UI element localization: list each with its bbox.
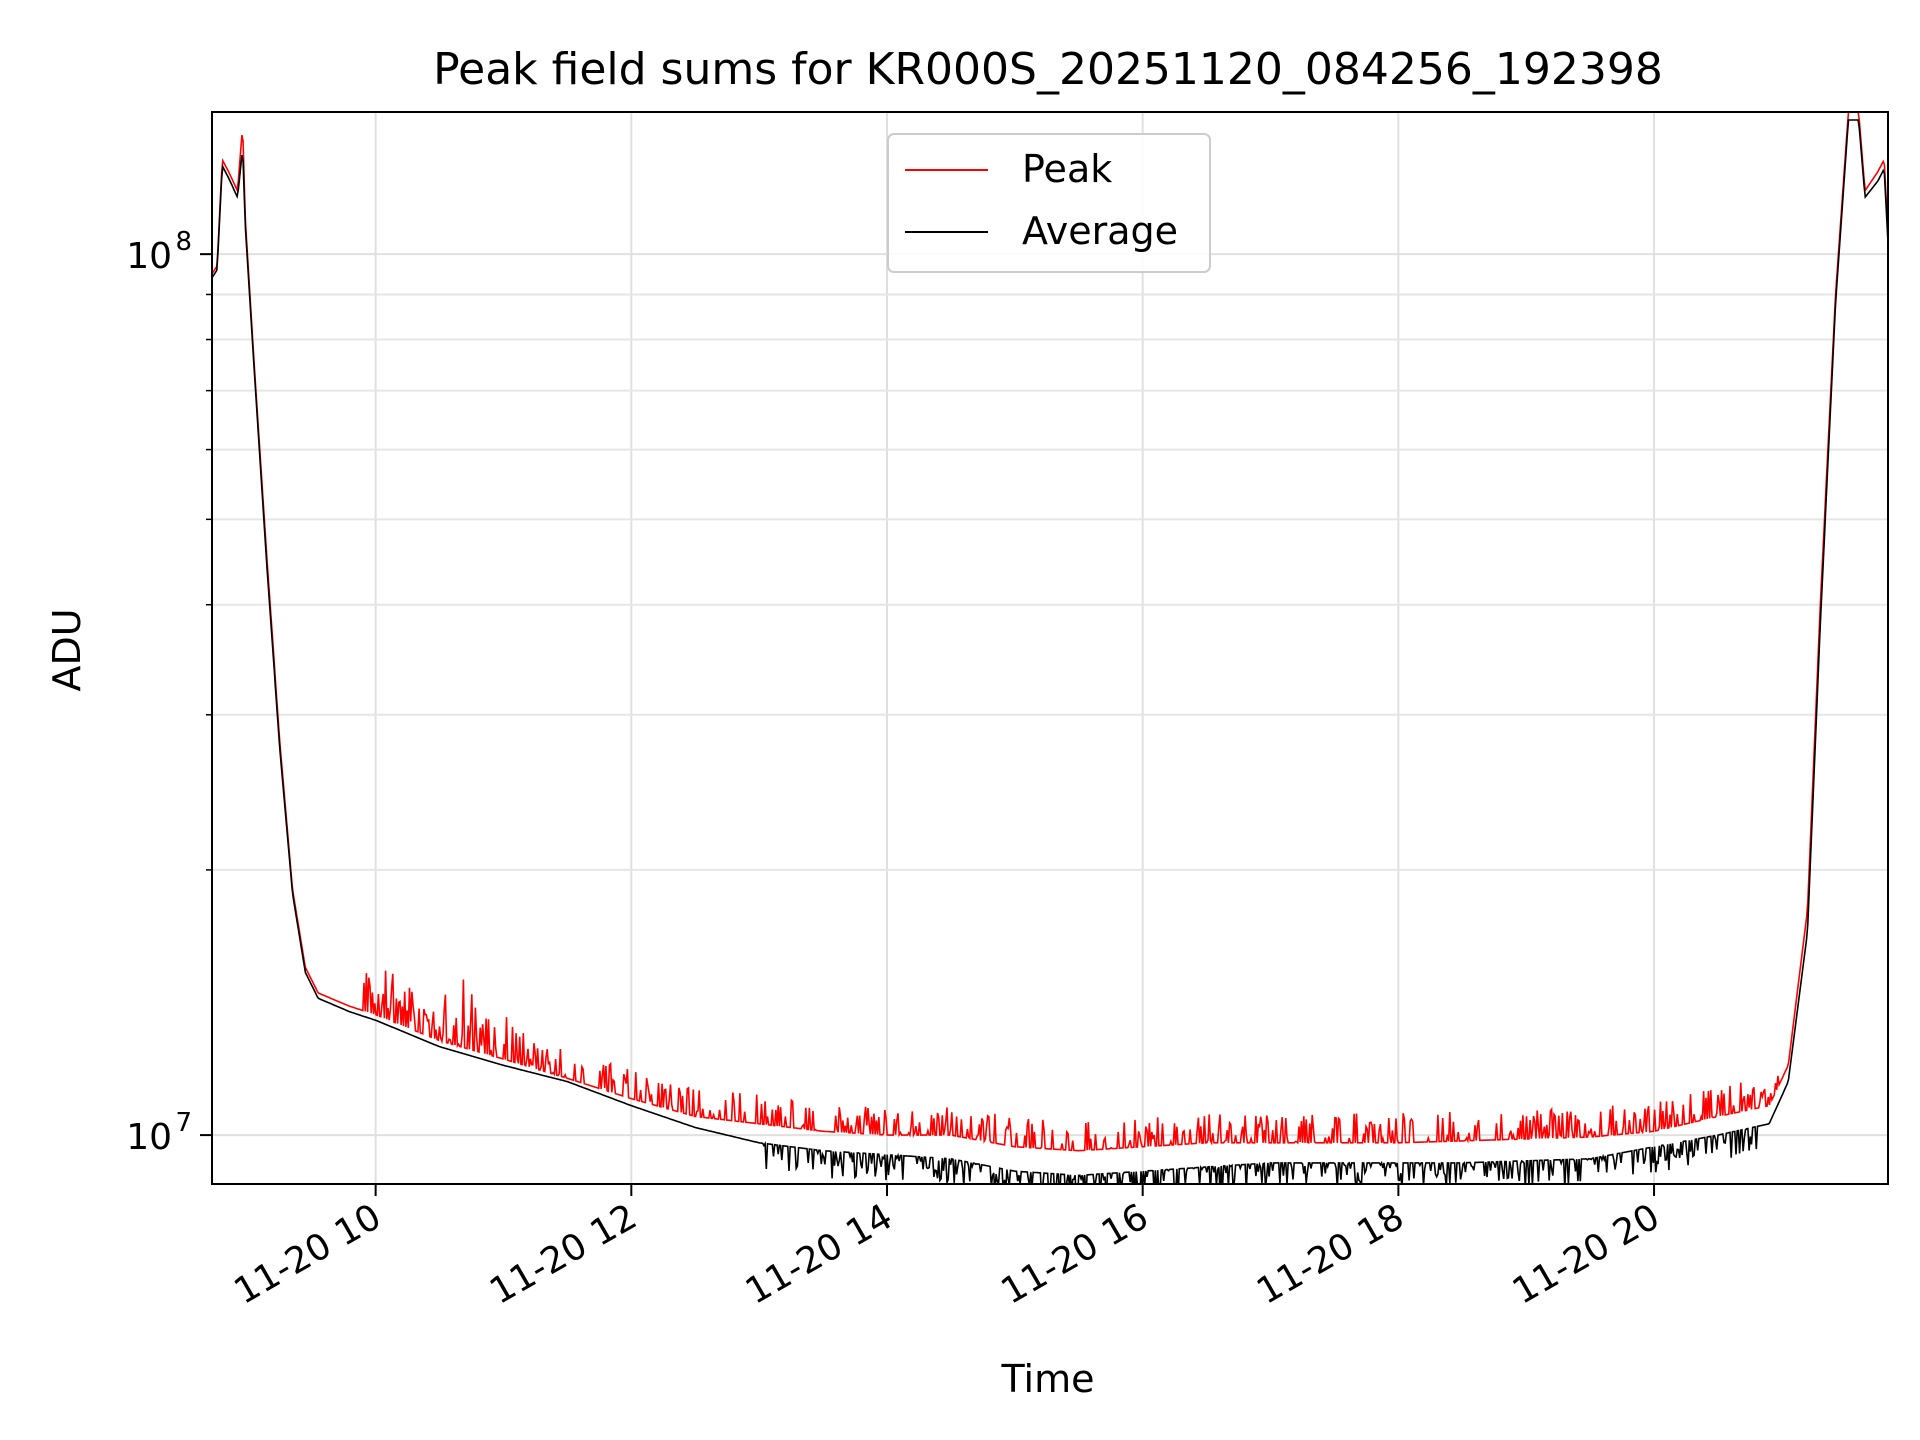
y-tick-exponent: 7 (175, 1108, 192, 1138)
legend-box (887, 133, 1211, 273)
series-line-peak (212, 112, 1888, 1152)
x-tick-label: 11-20 10 (227, 1196, 388, 1312)
series-line-average (212, 119, 1888, 1184)
legend-label-average: Average (1022, 209, 1178, 253)
x-tick-label: 11-20 14 (739, 1196, 900, 1312)
x-tick-label: 11-20 18 (1250, 1196, 1411, 1312)
y-tick-label: 10 (126, 1117, 172, 1158)
y-tick-exponent: 8 (175, 227, 192, 257)
x-axis-label: Time (1001, 1357, 1095, 1401)
x-tick-label: 11-20 12 (483, 1196, 644, 1312)
x-tick-label: 11-20 20 (1506, 1196, 1667, 1312)
chart-title: Peak field sums for KR000S_20251120_0842… (433, 44, 1663, 95)
plot-frame (211, 111, 1889, 1185)
legend-label-peak: Peak (1022, 147, 1112, 191)
grid-layer (212, 112, 1888, 1184)
y-axis-label: ADU (45, 608, 89, 691)
x-tick-label: 11-20 16 (995, 1196, 1156, 1312)
series-layer (212, 112, 1888, 1184)
legend: Peak Average (887, 133, 1211, 273)
y-tick-label: 10 (126, 236, 172, 277)
